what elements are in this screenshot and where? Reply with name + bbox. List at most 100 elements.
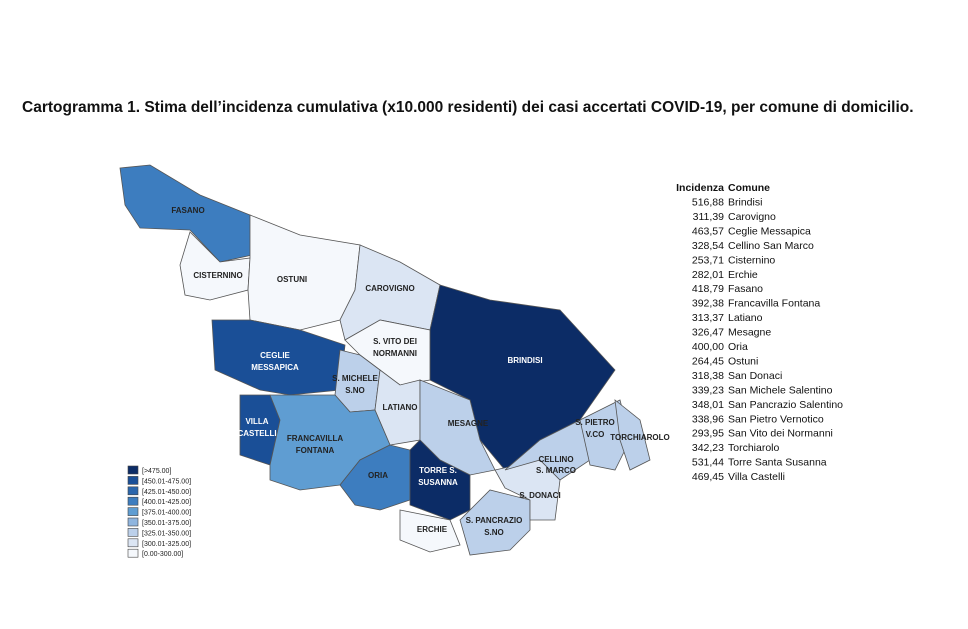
table-cell: San Pancrazio Salentino xyxy=(728,399,843,411)
region xyxy=(459,489,531,556)
map-label: NORMANNI xyxy=(373,349,417,358)
table-cell: 516,88 xyxy=(692,197,724,209)
map-label: V.CO xyxy=(586,430,605,439)
table-cell: San Michele Salentino xyxy=(728,384,833,396)
map-label: S. VITO DEI xyxy=(373,337,417,346)
map-label: LATIANO xyxy=(383,403,418,412)
table-cell: Villa Castelli xyxy=(728,471,785,483)
table-cell: Torchiarolo xyxy=(728,442,780,454)
map-label: CAROVIGNO xyxy=(365,284,414,293)
table-cell: 531,44 xyxy=(692,457,724,469)
region xyxy=(614,399,651,471)
map-label: FASANO xyxy=(171,206,204,215)
map-label: S. MICHELE xyxy=(332,374,378,383)
table-cell: Oria xyxy=(728,341,748,353)
table-cell: Ceglie Messapica xyxy=(728,225,811,237)
map-label: TORCHIAROLO xyxy=(610,433,669,442)
map-label: MESSAPICA xyxy=(251,363,299,372)
table: Incidenza Comune 516,88 Brindisi 311,39 Carov… xyxy=(676,182,843,483)
legend-label: [0.00-300.00] xyxy=(142,551,183,558)
map-label: TORRE S. xyxy=(419,466,457,475)
caption: Cartogramma 1. Stima dell’incidenza cumu… xyxy=(22,99,914,116)
region xyxy=(409,439,471,521)
table-cell: 418,79 xyxy=(692,283,724,295)
table-cell: San Vito dei Normanni xyxy=(728,428,833,440)
legend-swatch xyxy=(127,476,139,485)
legend-label: [450.01-475.00] xyxy=(142,478,191,485)
map-label: ERCHIE xyxy=(417,525,448,534)
table-cell: Latiano xyxy=(728,312,763,324)
table-cell: 338,96 xyxy=(692,413,724,425)
map-label: FONTANA xyxy=(296,446,335,455)
table-cell: 339,23 xyxy=(692,384,724,396)
legend-label: [>475.00] xyxy=(142,468,171,475)
legend-swatch xyxy=(127,486,139,496)
map-label: BRINDISI xyxy=(507,356,542,365)
region xyxy=(399,509,461,553)
map-label: OSTUNI xyxy=(277,275,307,284)
table-cell: Ostuni xyxy=(728,355,758,367)
table-cell: 342,23 xyxy=(692,442,724,454)
table-cell: Fasano xyxy=(728,283,763,295)
table-cell: 253,71 xyxy=(692,254,724,266)
map-label: CASTELLI xyxy=(237,429,276,438)
region xyxy=(179,231,251,301)
table-cell: San Donaci xyxy=(728,370,782,382)
table-cell: Torre Santa Susanna xyxy=(728,457,827,469)
table-cell: 328,54 xyxy=(692,240,724,252)
table-cell: Cisternino xyxy=(728,254,775,266)
table-cell: 326,47 xyxy=(692,327,724,339)
legend-swatch xyxy=(127,507,139,516)
map-label: FRANCAVILLA xyxy=(287,434,344,443)
table-cell: 311,39 xyxy=(693,211,724,223)
map-label: S. PANCRAZIO xyxy=(466,516,523,525)
table-cell: 282,01 xyxy=(692,269,724,281)
table-cell: 318,38 xyxy=(692,370,724,382)
region xyxy=(247,214,361,331)
table-cell: 463,57 xyxy=(692,225,724,237)
table-cell: San Pietro Vernotico xyxy=(728,413,824,425)
regions xyxy=(119,164,651,556)
table-header: Comune xyxy=(728,182,770,194)
map-label: S. MARCO xyxy=(536,466,576,475)
legend-swatch xyxy=(127,548,139,558)
legend-label: [400.01-425.00] xyxy=(142,499,191,506)
legend-label: [325.01-350.00] xyxy=(142,530,191,537)
map-labels: FASANO CISTERNINO OSTUNI CAROVIGNO S. VI… xyxy=(171,206,669,537)
table-cell: Brindisi xyxy=(728,197,762,209)
map-label: SUSANNA xyxy=(418,478,458,487)
legend-label: [425.01-450.00] xyxy=(142,489,191,496)
legend-label: [300.01-325.00] xyxy=(142,541,191,548)
legend-swatch xyxy=(127,496,139,506)
table-cell: 264,45 xyxy=(692,355,724,367)
table-cell: 313,37 xyxy=(692,312,724,324)
map-label: S. PIETRO xyxy=(575,418,615,427)
map-label: ORIA xyxy=(368,471,388,480)
table-cell: 469,45 xyxy=(692,471,724,483)
legend-swatch xyxy=(127,465,139,475)
table-cell: 392,38 xyxy=(692,298,724,310)
region xyxy=(119,164,253,263)
map-label: S.NO xyxy=(484,528,504,537)
map-label: VILLA xyxy=(245,417,268,426)
map-label: CELLINO xyxy=(538,455,573,464)
map-label: S.NO xyxy=(345,386,365,395)
table-cell: Cellino San Marco xyxy=(728,240,814,252)
legend-swatch xyxy=(127,528,139,537)
map-label: CEGLIE xyxy=(260,351,290,360)
legend-label: [350.01-375.00] xyxy=(142,520,191,527)
table-cell: Carovigno xyxy=(728,211,776,223)
table-cell: Erchie xyxy=(728,269,758,281)
table-cell: Mesagne xyxy=(728,327,771,339)
table-cell: 293,95 xyxy=(692,428,724,440)
legend: [>475.00] [450.01-475.00] [425.01-450.00] [… xyxy=(127,465,191,558)
legend-swatch xyxy=(127,538,139,548)
map-label: CISTERNINO xyxy=(193,271,242,280)
map-label: S. DONACI xyxy=(519,491,560,500)
table-cell: Francavilla Fontana xyxy=(728,298,820,310)
table-header: Incidenza xyxy=(676,182,724,194)
table-cell: 400,00 xyxy=(692,341,724,353)
legend-label: [375.01-400.00] xyxy=(142,510,191,517)
